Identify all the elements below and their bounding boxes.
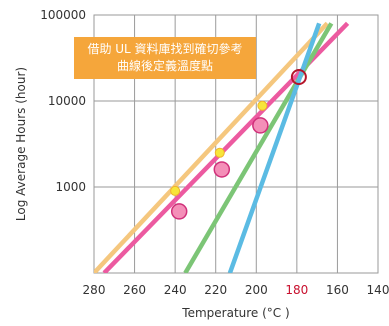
data-point-small (170, 185, 181, 196)
x-axis-label: Temperature (°C ) (181, 306, 289, 320)
data-point-large (252, 117, 269, 134)
y-tick-label: 1000 (55, 180, 86, 194)
data-point-large (213, 161, 231, 178)
x-tick-label: 220 (204, 283, 227, 297)
y-tick-label: 100000 (40, 8, 86, 22)
x-tick-label: 180 (285, 283, 308, 297)
x-tick-label: 240 (164, 283, 187, 297)
x-tick-label: 140 (367, 283, 389, 297)
data-point-small (214, 147, 225, 158)
data-point-large (170, 203, 188, 220)
series-line-3 (183, 22, 334, 273)
series-line-1 (94, 21, 329, 273)
y-axis-label: Log Average Hours (hour) (14, 67, 28, 221)
x-tick-label: 200 (245, 283, 268, 297)
annotation-line-1: 借助 UL 資料庫找到確切參考 (87, 42, 243, 56)
plot-frame (93, 14, 379, 274)
x-tick-label: 260 (123, 283, 146, 297)
data-point-small (257, 100, 268, 111)
series-line-4 (227, 22, 322, 273)
series-group (94, 21, 350, 273)
annotation-box: 借助 UL 資料庫找到確切參考 曲線後定義溫度點 (74, 37, 256, 79)
y-tick-label: 10000 (48, 94, 86, 108)
x-tick-label: 160 (326, 283, 349, 297)
annotation-line-2: 曲線後定義溫度點 (116, 59, 213, 73)
intersection-marker (290, 69, 307, 86)
x-tick-label: 280 (83, 283, 106, 297)
